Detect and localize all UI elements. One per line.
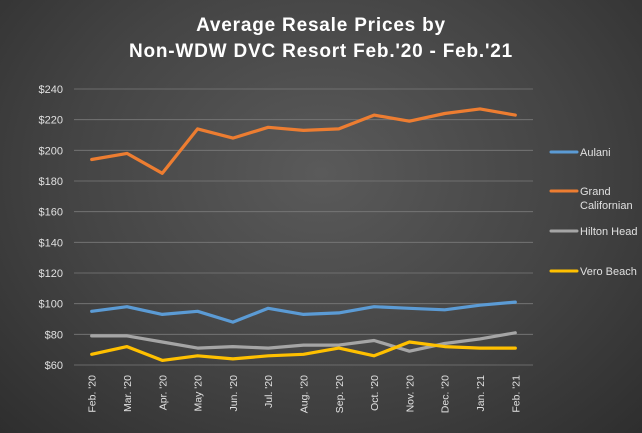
y-tick-label: $120 [39,268,63,280]
x-tick-label: Aug. '20 [299,375,311,413]
legend-label-vero-beach: Vero Beach [580,266,637,278]
x-tick-label: Jan. '21 [475,375,487,412]
x-tick-label: Feb. '20 [87,375,99,413]
series-line-grand-californian [90,107,517,175]
y-tick-label: $180 [39,176,63,188]
chart-title-line-2: Non-WDW DVC Resort Feb.'20 - Feb.'21 [129,41,513,62]
x-tick-label: Mar. '20 [122,375,134,412]
legend: Aulani Grand Californian Hilton Head Vero Be… [549,147,637,278]
y-tick-label: $160 [39,207,63,219]
chart-title-line-1: Average Resale Prices by [196,15,446,36]
x-tick-label: Sep. '20 [334,375,346,413]
y-tick-label: $240 [39,84,63,96]
series-lines [90,107,517,362]
y-tick-label: $80 [45,329,63,341]
y-tick-label: $60 [45,360,63,372]
series-line-vero-beach [90,340,517,362]
x-axis-ticks: Feb. '20 Mar. '20 Apr. '20 May '20 Jun. '20 J… [87,375,523,413]
x-tick-label: May '20 [193,375,205,412]
x-tick-label: Jun. '20 [228,375,240,412]
x-tick-label: Feb. '21 [510,375,522,413]
x-tick-label: Dec. '20 [440,375,452,413]
y-tick-label: $140 [39,237,63,249]
legend-label-aulani: Aulani [580,147,611,159]
x-tick-label: Nov. '20 [404,375,416,413]
series-line-aulani [90,300,517,324]
x-tick-label: Jul. '20 [263,375,275,408]
y-axis-ticks: $60 $80 $100 $120 $140 $160 $180 $200 $220 $240 [39,84,63,372]
y-tick-label: $200 [39,145,63,157]
x-tick-label: Apr. '20 [157,375,169,410]
series-line-hilton-head [90,331,517,353]
gridlines [74,88,533,366]
y-tick-label: $100 [39,299,63,311]
x-tick-label: Oct. '20 [369,375,381,411]
legend-label-grand-californian: Grand [580,186,611,198]
y-tick-label: $220 [39,115,63,127]
legend-label-grand-californian: Californian [580,200,633,212]
legend-label-hilton-head: Hilton Head [580,226,637,238]
